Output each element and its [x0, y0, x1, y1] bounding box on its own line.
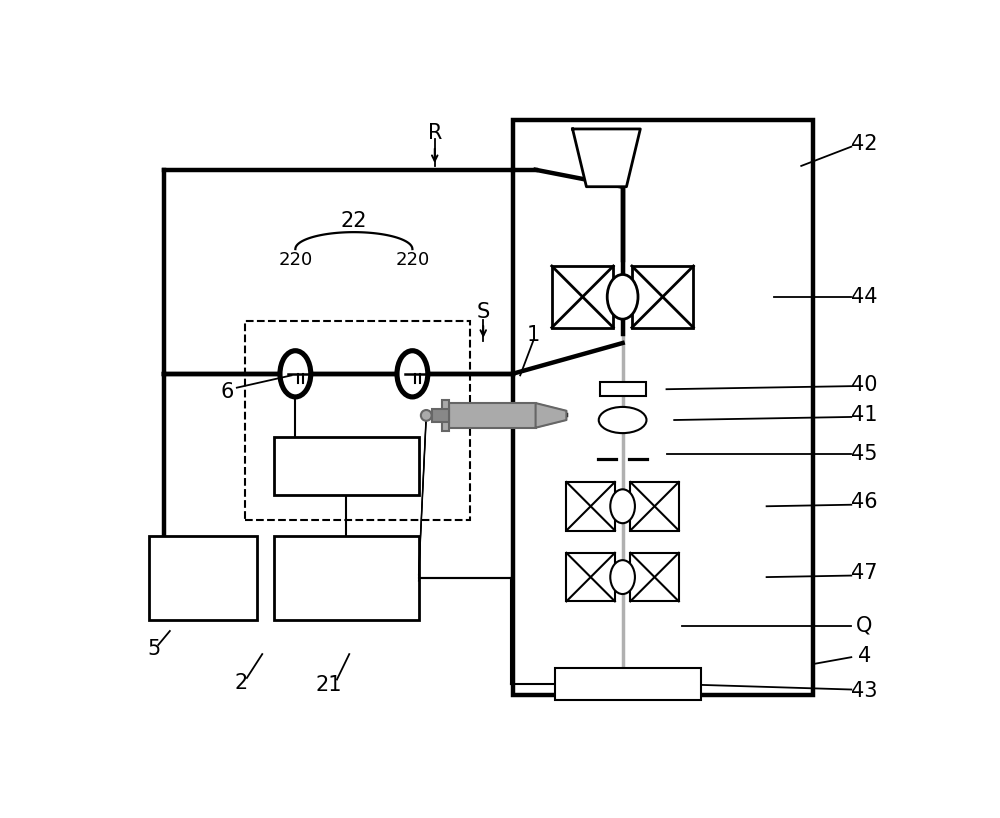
Text: R: R — [428, 123, 442, 143]
Ellipse shape — [607, 275, 638, 319]
Text: 47: 47 — [851, 564, 878, 583]
Bar — [442, 400, 449, 431]
Ellipse shape — [397, 351, 428, 397]
Ellipse shape — [280, 351, 311, 397]
Ellipse shape — [421, 410, 432, 420]
Bar — [512, 119, 813, 695]
Bar — [600, 382, 646, 396]
Text: 43: 43 — [851, 681, 878, 701]
Text: 45: 45 — [851, 444, 878, 464]
Text: 220: 220 — [278, 251, 312, 269]
Text: Q: Q — [856, 616, 873, 636]
Text: 1: 1 — [527, 325, 540, 344]
Polygon shape — [536, 403, 566, 428]
Text: 46: 46 — [851, 492, 878, 511]
Text: 41: 41 — [851, 406, 878, 425]
Bar — [245, 321, 470, 520]
Text: 4: 4 — [858, 646, 871, 667]
Bar — [449, 403, 536, 428]
Bar — [566, 553, 615, 601]
Bar — [630, 482, 679, 531]
Text: 44: 44 — [851, 287, 878, 307]
Text: 42: 42 — [851, 134, 878, 155]
Bar — [274, 536, 419, 620]
Text: 2: 2 — [235, 673, 248, 694]
Text: 6: 6 — [221, 382, 234, 402]
Bar — [566, 482, 615, 531]
Bar — [552, 266, 613, 328]
Bar — [274, 437, 419, 495]
Bar — [630, 553, 679, 601]
Text: 220: 220 — [395, 251, 430, 269]
Text: 40: 40 — [851, 375, 878, 394]
Bar — [632, 266, 693, 328]
Text: 22: 22 — [341, 211, 367, 231]
Bar — [149, 536, 257, 620]
Polygon shape — [573, 129, 640, 187]
Bar — [432, 409, 449, 421]
Ellipse shape — [610, 489, 635, 524]
Text: S: S — [477, 302, 490, 322]
Bar — [555, 668, 701, 700]
Text: 21: 21 — [316, 675, 342, 695]
Ellipse shape — [599, 407, 646, 433]
Ellipse shape — [610, 560, 635, 594]
Text: 5: 5 — [148, 639, 161, 658]
